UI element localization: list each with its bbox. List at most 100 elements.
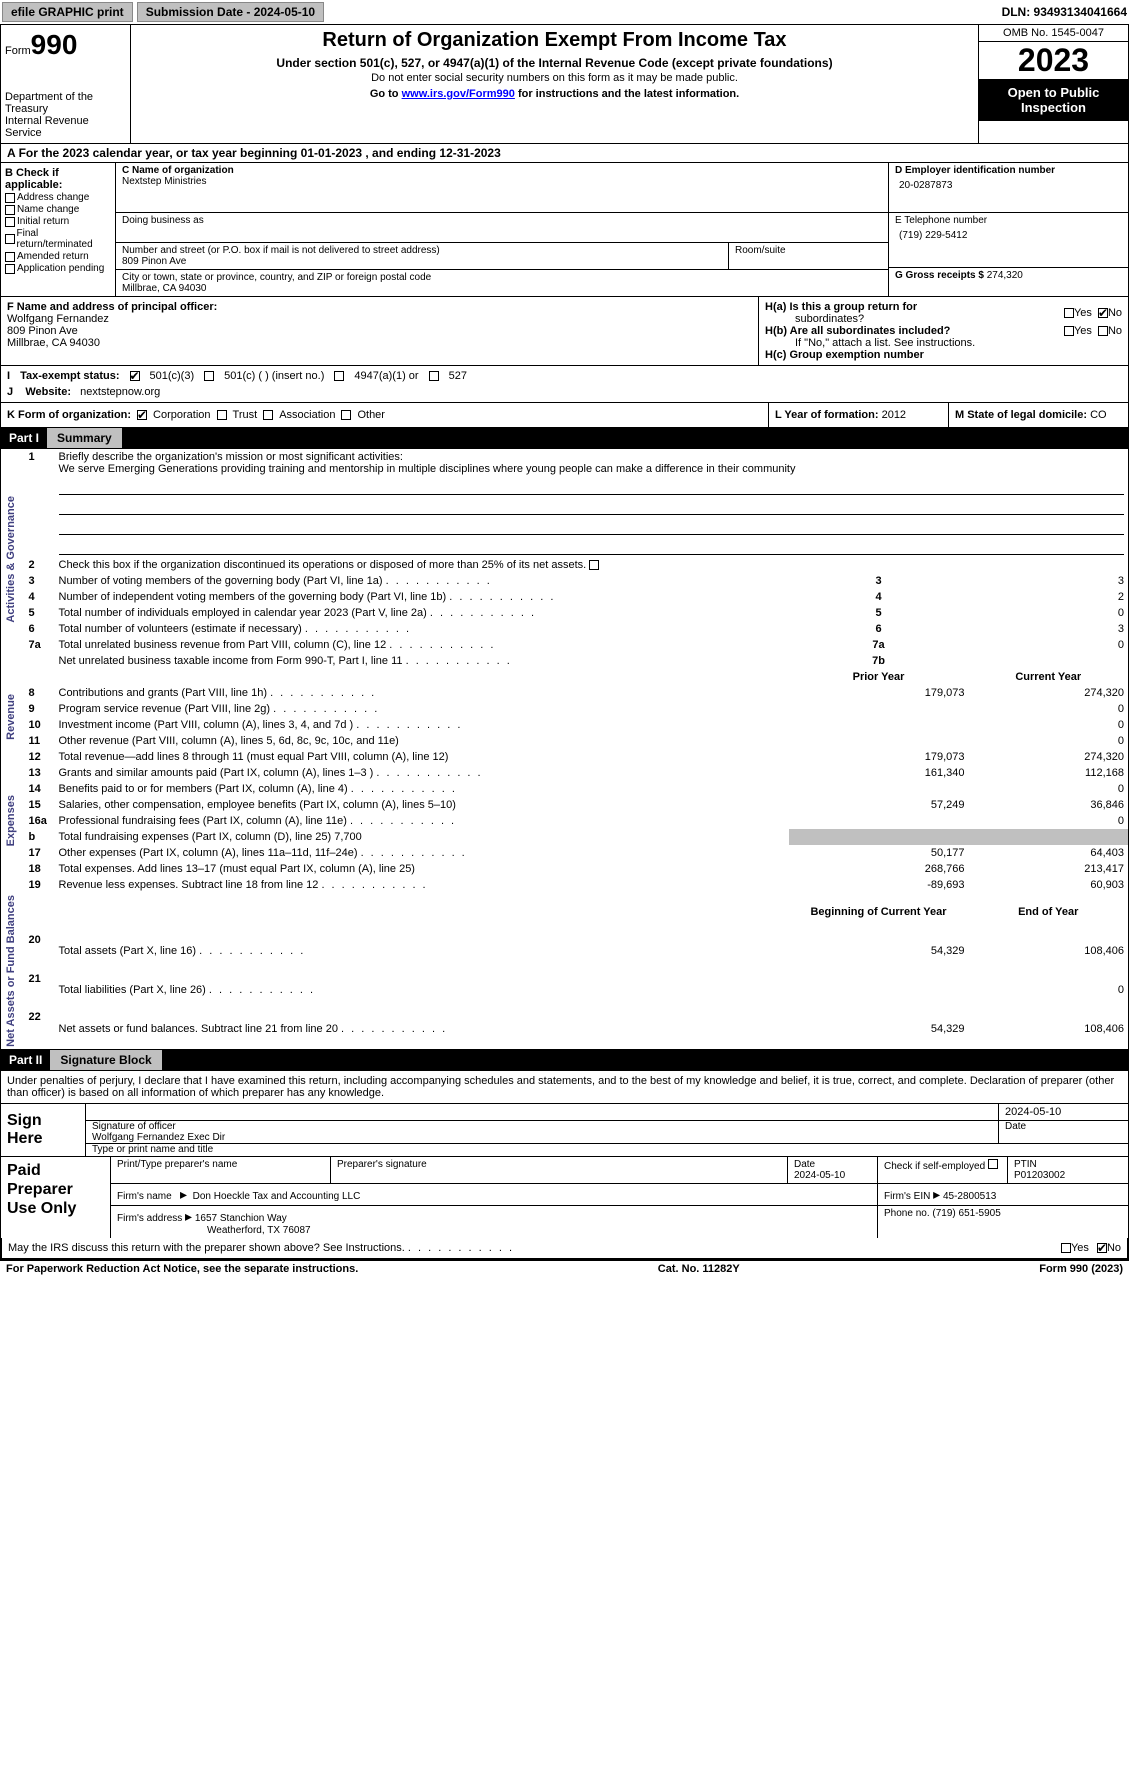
chk-app-pending[interactable]	[5, 264, 15, 274]
dln-label: DLN: 93493134041664	[1002, 5, 1127, 19]
dept-label: Department of the Treasury	[5, 91, 126, 115]
val-5: 0	[969, 605, 1129, 621]
f-h-row: F Name and address of principal officer:…	[0, 297, 1129, 366]
val-7a: 0	[969, 637, 1129, 653]
mission-text: We serve Emerging Generations providing …	[59, 463, 1125, 475]
c19: 60,903	[969, 877, 1129, 893]
p19: -89,693	[789, 877, 969, 893]
submission-date-button[interactable]: Submission Date - 2024-05-10	[137, 2, 324, 22]
top-bar: efile GRAPHIC print Submission Date - 20…	[0, 0, 1129, 24]
phone-value: (719) 229-5412	[895, 226, 1122, 245]
discuss-yes[interactable]	[1061, 1243, 1071, 1253]
signature-block: Under penalties of perjury, I declare th…	[0, 1071, 1129, 1260]
c11: 0	[969, 733, 1129, 749]
chk-discontinued[interactable]	[589, 560, 599, 570]
form-header: Form990 Department of the Treasury Inter…	[0, 24, 1129, 143]
paid-preparer-label: Paid Preparer Use Only	[1, 1157, 111, 1238]
chk-initial-return[interactable]	[5, 217, 15, 227]
ha-yes[interactable]	[1064, 308, 1074, 318]
irs-label: Internal Revenue Service	[5, 115, 126, 139]
side-netassets: Net Assets or Fund Balances	[5, 895, 17, 1047]
val-6: 3	[969, 621, 1129, 637]
c8: 274,320	[969, 685, 1129, 701]
form-word: Form	[5, 45, 31, 57]
info-section: B Check if applicable: Address change Na…	[0, 162, 1129, 297]
val-7b	[969, 653, 1129, 669]
chk-501c[interactable]	[204, 371, 214, 381]
d-label: D Employer identification number	[895, 165, 1122, 176]
c16a: 0	[969, 813, 1129, 829]
i-j-row: I Tax-exempt status: 501(c)(3) 501(c) ( …	[0, 366, 1129, 403]
g-label: G Gross receipts $	[895, 270, 984, 281]
chk-assoc[interactable]	[263, 410, 273, 420]
inspection-badge: Open to Public Inspection	[979, 79, 1128, 121]
form-title: Return of Organization Exempt From Incom…	[135, 29, 974, 52]
form-subtitle-2: Do not enter social security numbers on …	[135, 72, 974, 84]
pra-notice: For Paperwork Reduction Act Notice, see …	[6, 1263, 358, 1275]
firm-name: Don Hoeckle Tax and Accounting LLC	[193, 1191, 361, 1202]
discuss-no[interactable]	[1097, 1243, 1107, 1253]
irs-link[interactable]: www.irs.gov/Form990	[402, 88, 515, 100]
c17: 64,403	[969, 845, 1129, 861]
chk-501c3[interactable]	[130, 371, 140, 381]
chk-4947[interactable]	[334, 371, 344, 381]
state-domicile: CO	[1090, 409, 1107, 421]
hb-no[interactable]	[1098, 326, 1108, 336]
side-revenue: Revenue	[5, 694, 17, 740]
sign-here-label: Sign Here	[1, 1104, 86, 1156]
firm-ein: 45-2800513	[943, 1191, 996, 1202]
chk-amended[interactable]	[5, 252, 15, 262]
chk-address-change[interactable]	[5, 193, 15, 203]
k-l-m-row: K Form of organization: Corporation Trus…	[0, 403, 1129, 428]
chk-527[interactable]	[429, 371, 439, 381]
p17: 50,177	[789, 845, 969, 861]
c12: 274,320	[969, 749, 1129, 765]
c21: 0	[969, 971, 1129, 1010]
chk-final-return[interactable]	[5, 234, 15, 244]
c20: 108,406	[969, 932, 1129, 971]
officer-addr1: 809 Pinon Ave	[7, 325, 752, 337]
chk-corp[interactable]	[137, 410, 147, 420]
f-label: F Name and address of principal officer:	[7, 301, 752, 313]
declaration-text: Under penalties of perjury, I declare th…	[1, 1071, 1128, 1103]
p15: 57,249	[789, 797, 969, 813]
hb-yes[interactable]	[1064, 326, 1074, 336]
p20: 54,329	[789, 932, 969, 971]
c22: 108,406	[969, 1009, 1129, 1049]
c10: 0	[969, 717, 1129, 733]
c-name-label: C Name of organization	[122, 165, 234, 176]
firm-phone: (719) 651-5905	[932, 1208, 1000, 1219]
val-4: 2	[969, 589, 1129, 605]
part-2-header: Part II Signature Block	[0, 1050, 1129, 1071]
col-b: B Check if applicable: Address change Na…	[1, 163, 116, 296]
website-value: nextstepnow.org	[80, 386, 160, 398]
form-id: Form 990 (2023)	[1039, 1263, 1123, 1275]
p8: 179,073	[789, 685, 969, 701]
city-value: Millbrae, CA 94030	[122, 283, 882, 294]
city-label: City or town, state or province, country…	[122, 272, 882, 283]
p18: 268,766	[789, 861, 969, 877]
efile-print-button[interactable]: efile GRAPHIC print	[2, 2, 133, 22]
chk-other[interactable]	[341, 410, 351, 420]
ha-no[interactable]	[1098, 308, 1108, 318]
val-3: 3	[969, 573, 1129, 589]
firm-addr2: Weatherford, TX 76087	[117, 1225, 871, 1236]
form-number: 990	[31, 29, 78, 60]
street-value: 809 Pinon Ave	[122, 256, 722, 267]
form-link-line: Go to www.irs.gov/Form990 for instructio…	[135, 88, 974, 100]
chk-self-employed[interactable]	[988, 1159, 998, 1169]
c13: 112,168	[969, 765, 1129, 781]
dba-label: Doing business as	[122, 215, 882, 226]
chk-trust[interactable]	[217, 410, 227, 420]
officer-sig-name: Wolfgang Fernandez Exec Dir	[92, 1132, 992, 1143]
org-name: Nextstep Ministries	[122, 176, 882, 187]
side-activities: Activities & Governance	[5, 496, 17, 623]
tax-year: 2023	[979, 42, 1128, 79]
chk-name-change[interactable]	[5, 205, 15, 215]
footer-bar: For Paperwork Reduction Act Notice, see …	[0, 1260, 1129, 1277]
ein-value: 20-0287873	[895, 176, 1122, 195]
officer-name: Wolfgang Fernandez	[7, 313, 752, 325]
summary-table: Activities & Governance 1 Briefly descri…	[0, 449, 1129, 1050]
e-label: E Telephone number	[895, 215, 1122, 226]
firm-addr1: 1657 Stanchion Way	[195, 1213, 287, 1224]
